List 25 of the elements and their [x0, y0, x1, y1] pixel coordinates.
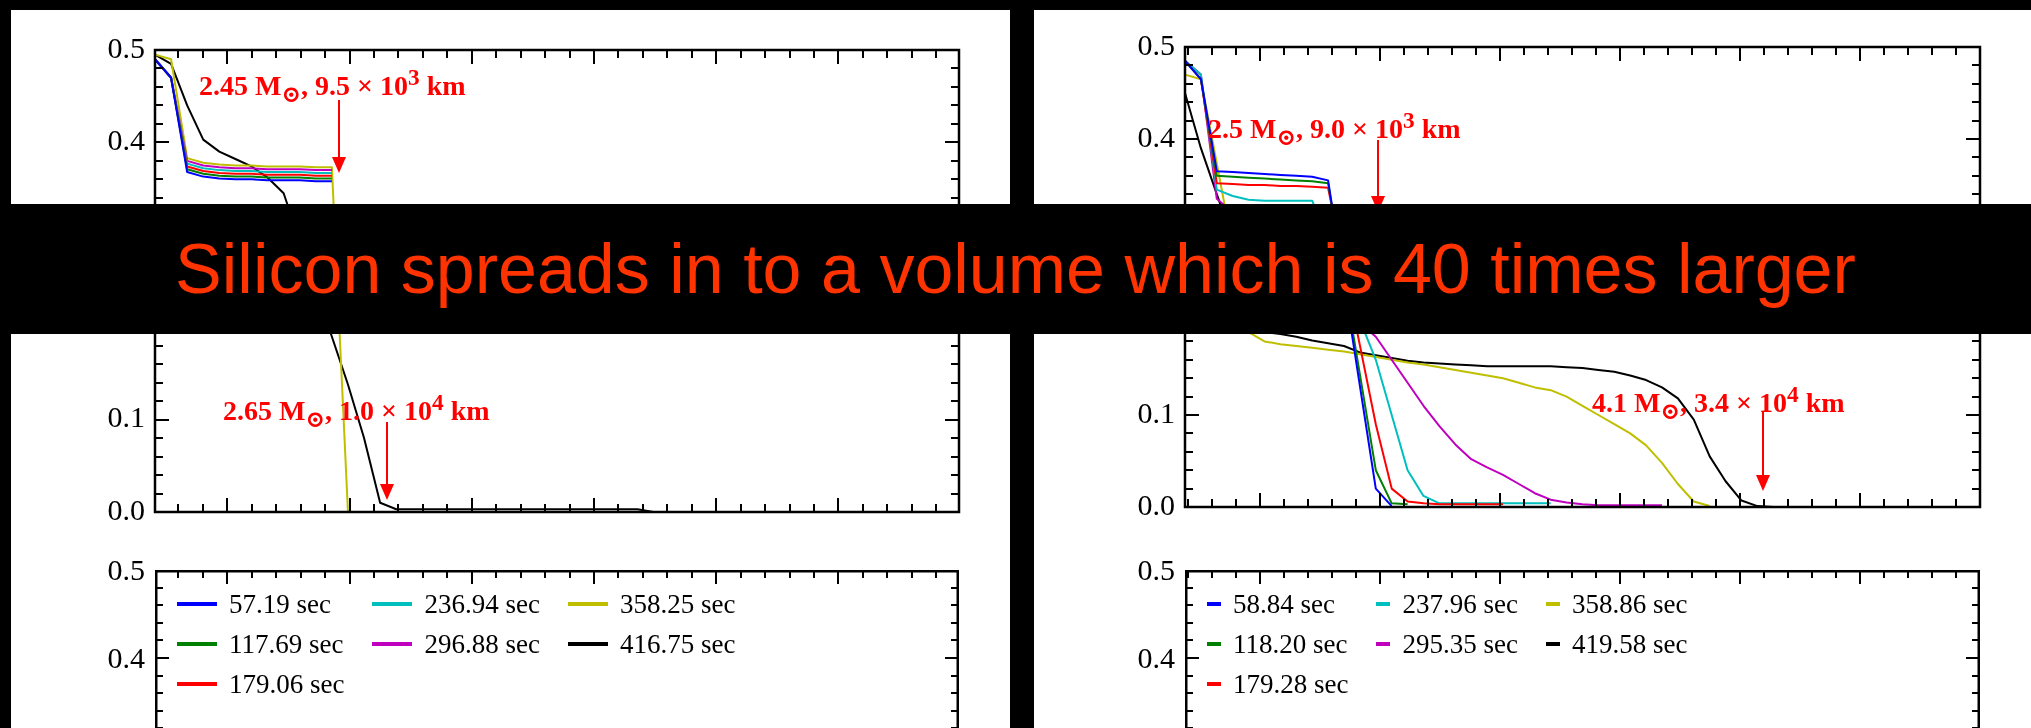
legend-label: 295.35 sec [1402, 628, 1518, 660]
legend-label: 416.75 sec [619, 628, 736, 660]
legend-label: 358.86 sec [1571, 588, 1688, 620]
legend-label: 236.94 sec [424, 588, 540, 620]
legend-label: 117.69 sec [229, 628, 344, 660]
annotation: 2.45 M$_{⊙}$, 9.5 × 10$^{3}$ km [199, 64, 466, 108]
y-tick-label: 0.5 [107, 30, 145, 64]
y-tick-label: 0.0 [107, 492, 145, 526]
legend-label: 58.84 sec [1233, 588, 1335, 620]
legend-label: 358.25 sec [619, 588, 736, 620]
legend-label: 118.20 sec [1233, 628, 1348, 660]
text: Silicon spreads in to a volume which is 40 times larger [175, 229, 1856, 309]
legend-label: 296.88 sec [424, 628, 540, 660]
legend-label: 179.06 sec [229, 668, 345, 700]
y-tick-label: 0.4 [107, 123, 145, 157]
y-tick-label: 0.1 [107, 400, 145, 434]
y-tick-label: 0.4 [1137, 119, 1175, 153]
y-tick-label: 0.1 [1137, 395, 1175, 429]
y-tick-label: 0.5 [1137, 27, 1175, 61]
legend-label: 237.96 sec [1402, 588, 1518, 620]
legend-label: 419.58 sec [1571, 628, 1688, 660]
legend-label: 57.19 sec [229, 588, 331, 620]
legend-label: 179.28 sec [1233, 668, 1349, 700]
y-tick-label: 0.0 [1137, 487, 1175, 521]
annotation: 4.1 M$_{⊙}$, 3.4 × 10$^{4}$ km [1592, 381, 1845, 425]
